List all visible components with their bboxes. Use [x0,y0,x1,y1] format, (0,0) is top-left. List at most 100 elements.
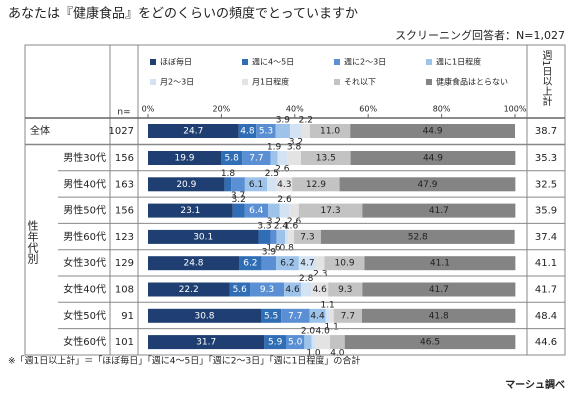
bar-segment [277,151,288,165]
bar-segment [294,229,321,244]
total-header: 週1日以上計 [540,50,552,107]
bar-segment [256,124,276,138]
data-label: 17.3 [321,206,341,216]
data-label: 4.6 [285,285,300,295]
legend-label: ほぼ毎日 [160,57,192,67]
data-label: 30.1 [193,232,213,242]
bar-segment [292,177,340,192]
total-value: 35.9 [535,206,557,217]
bar-segment [285,229,289,244]
data-label: 4.8 [240,127,255,137]
data-label: 0.8 [280,243,295,253]
total-value: 37.4 [535,232,557,243]
total-value: 35.3 [535,153,557,164]
chart-title: あなたは『健康食品』をどのくらいの頻度でとっていますか [8,6,358,22]
bar-segment [304,335,312,350]
bar-segment [148,229,259,244]
data-label: 41.1 [430,259,450,269]
data-label: 3.8 [287,143,302,153]
row-label: 男性30代 [63,151,106,164]
bar-segment [290,124,302,138]
data-label: 1.8 [221,169,236,179]
data-label: 3.9 [276,116,291,126]
bar-segment [362,203,516,218]
bar-segment [275,124,291,138]
bar-segment [344,335,516,350]
bar-segment [148,335,265,350]
data-label: 44.9 [423,127,443,137]
bar-segment [242,151,271,165]
table-border [24,44,566,356]
data-label: 3.2 [231,195,245,205]
data-label: 7.7 [341,311,355,321]
bar-segment [364,256,516,271]
x-tick-label: 0% [142,105,155,114]
data-label: 1.6 [266,243,281,253]
x-tick-label: 60% [359,105,377,114]
legend-swatch [242,59,248,65]
data-label: 1.6 [284,221,299,231]
data-label: 3.7 [231,191,245,201]
bar-segment [276,177,293,192]
chart-subtitle: スクリーニング回答者：N=1,027 [395,28,565,42]
data-label: 1.1 [325,322,339,332]
data-label: 3.2 [289,138,303,148]
data-label: 41.8 [429,311,449,321]
source: マーシュ調べ [505,378,565,391]
bar-segment [258,229,271,244]
total-value: 48.4 [535,311,557,322]
data-label: 19.9 [174,154,194,164]
legend-label: 週に2～3日 [344,58,386,67]
bar-segment [333,308,362,323]
bar-segment [361,308,516,323]
bar-segment [288,229,295,244]
data-label: 24.7 [183,127,203,137]
bar-segment [148,124,239,138]
data-label: 41.7 [429,285,449,295]
row-label: 女性60代 [63,335,106,348]
data-label: 24.8 [183,259,203,269]
bar-segment [148,203,233,218]
data-label: 4.0 [316,327,331,337]
x-tick-label: 40% [286,105,304,114]
bar-segment [264,335,286,350]
legend-swatch [242,79,248,85]
legend-label: 健康食品はとらない [436,77,508,87]
data-label: 4.3 [277,180,291,190]
data-label: 2.0 [301,327,316,337]
bar-segment [239,256,262,271]
bar-segment [232,203,245,218]
legend-swatch [334,59,340,65]
total-value: 38.7 [535,126,557,137]
bar-segment [311,335,316,350]
bar-segment [148,151,222,165]
bar-segment [148,308,262,323]
data-label: 1.0 [306,349,321,359]
data-label: 6.1 [249,180,263,190]
legend-label: 月2～3日 [160,78,194,87]
bar-segment [309,308,326,323]
bar-segment [231,177,245,192]
data-label: 30.8 [194,311,214,321]
bar-segment [244,203,269,218]
data-label: 9.3 [260,285,274,295]
data-label: 1.1 [320,300,334,310]
bar-segment [261,308,282,323]
data-label: 5.9 [268,338,283,348]
bar-segment [148,282,230,297]
bar-segment [287,151,302,165]
data-label: 7.7 [249,154,263,164]
data-label: 9.3 [338,285,352,295]
bar-segment [329,308,334,323]
data-label: 52.8 [408,232,428,242]
row-label: 女性40代 [63,283,106,296]
n-value: 101 [115,337,134,348]
bar-segment [268,203,280,218]
data-label: 3.2 [267,217,281,227]
legend-swatch [150,59,156,65]
bar-segment [325,308,330,323]
bar-segment [316,256,325,271]
data-label: 2.3 [313,270,327,280]
bar-segment [238,124,257,138]
